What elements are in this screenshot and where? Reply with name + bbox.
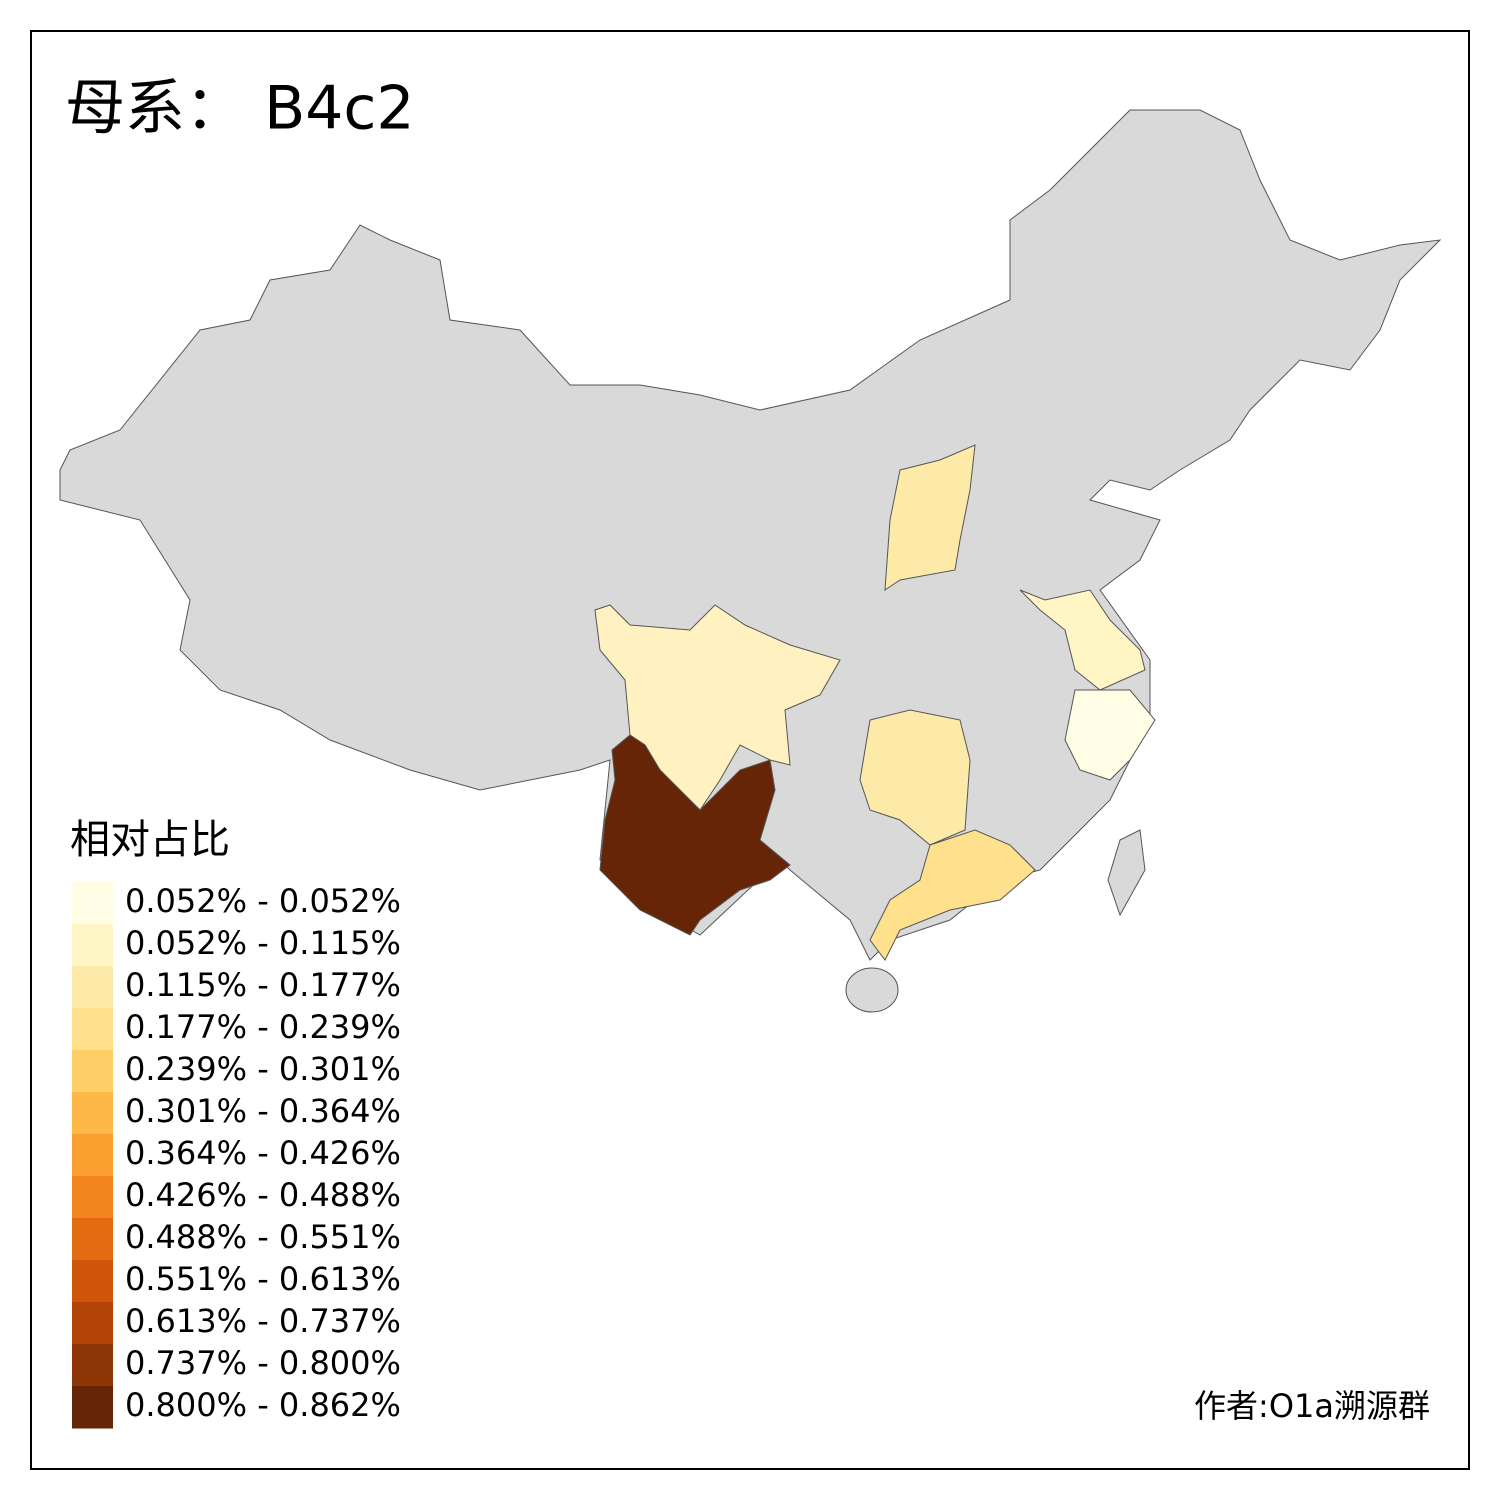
legend-swatch	[72, 1050, 113, 1093]
legend-swatch	[72, 1302, 113, 1345]
legend-swatch	[72, 966, 113, 1009]
legend-label: 0.364% - 0.426%	[125, 1134, 401, 1172]
legend-label: 0.551% - 0.613%	[125, 1260, 401, 1298]
legend-label: 0.239% - 0.301%	[125, 1050, 401, 1088]
legend-swatch	[72, 1176, 113, 1219]
region-guangdong	[869, 829, 1036, 961]
region-taiwan	[1107, 829, 1146, 917]
legend-label: 0.737% - 0.800%	[125, 1344, 401, 1382]
legend-swatch	[72, 882, 113, 925]
region-zhejiang	[1064, 689, 1156, 781]
legend-swatch	[72, 1008, 113, 1051]
region-hainan	[845, 967, 899, 1013]
legend-label: 0.052% - 0.115%	[125, 924, 401, 962]
region-jiangsu	[1019, 589, 1146, 691]
legend-label: 0.488% - 0.551%	[125, 1218, 401, 1256]
legend-swatch	[72, 1134, 113, 1177]
map	[59, 109, 1442, 1013]
title: 母系： B4c2	[65, 74, 415, 144]
legend-label: 0.301% - 0.364%	[125, 1092, 401, 1130]
region-yunnan	[599, 734, 791, 936]
legend-swatch	[72, 1386, 113, 1429]
legend-label: 0.052% - 0.052%	[125, 882, 401, 920]
legend-label: 0.613% - 0.737%	[125, 1302, 401, 1340]
legend-swatch	[72, 1218, 113, 1261]
legend-label: 0.177% - 0.239%	[125, 1008, 401, 1046]
legend-label: 0.426% - 0.488%	[125, 1176, 401, 1214]
legend-label: 0.115% - 0.177%	[125, 966, 401, 1004]
legend-swatch	[72, 924, 113, 967]
legend-label: 0.800% - 0.862%	[125, 1386, 401, 1424]
region-hunan	[859, 709, 971, 846]
legend-title: 相对占比	[70, 817, 230, 863]
legend-swatch	[72, 1344, 113, 1387]
legend-swatch	[72, 1260, 113, 1303]
credit: 作者:O1a溯源群	[1194, 1387, 1430, 1425]
legend-swatch	[72, 1092, 113, 1135]
region-shanxi	[884, 444, 976, 591]
